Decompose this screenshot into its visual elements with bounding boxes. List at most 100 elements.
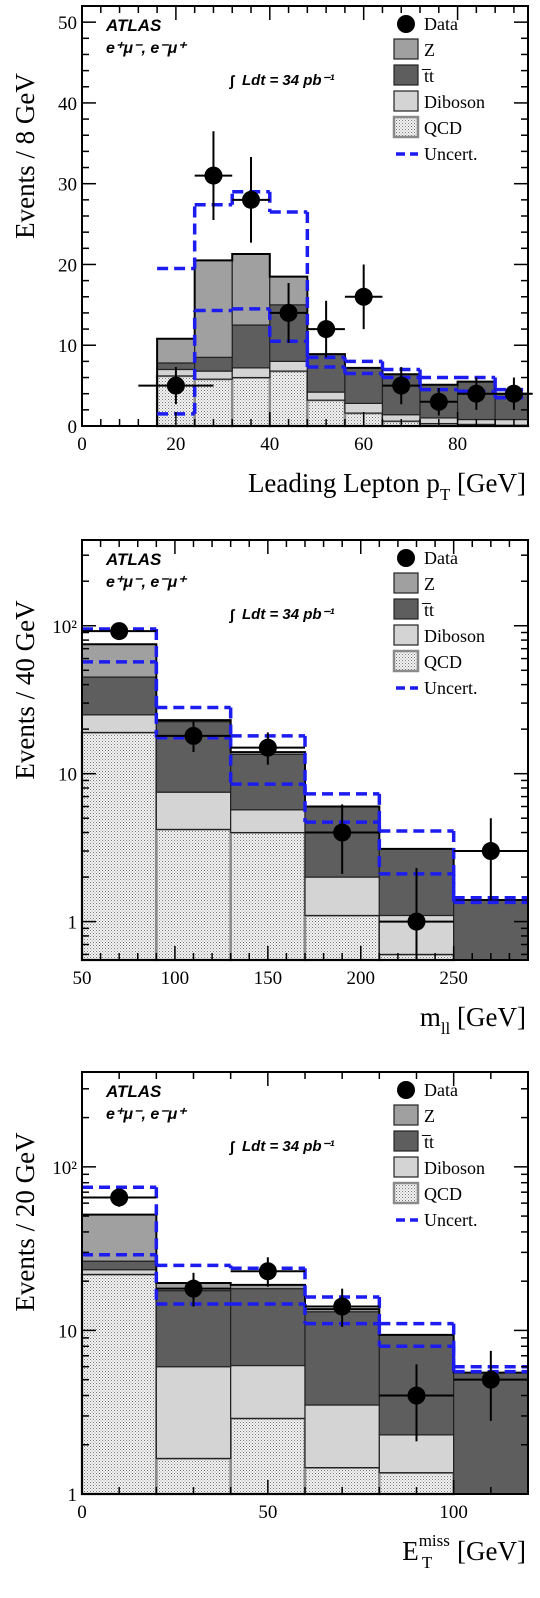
integral-sign: ∫ bbox=[229, 1139, 236, 1156]
hist-bar-diboson bbox=[306, 391, 346, 401]
legend-label: Diboson bbox=[424, 1158, 485, 1178]
data-point bbox=[166, 376, 185, 395]
y-tick-label: 30 bbox=[58, 175, 77, 196]
panel-met: 0 50 100 1 10 10² Events / 20 GeV Emiss T [GeV] A… bbox=[10, 1071, 529, 1572]
x-tick-label: 0 bbox=[77, 1502, 87, 1523]
legend-label: Diboson bbox=[424, 92, 485, 112]
data-point bbox=[429, 392, 448, 411]
hist-bar-tt bbox=[81, 676, 157, 716]
hist-bar-tt bbox=[194, 356, 233, 372]
y-tick-label: 10² bbox=[52, 1158, 77, 1179]
y-tick-label: 50 bbox=[58, 13, 77, 34]
data-point bbox=[504, 384, 523, 403]
hist-bar-diboson bbox=[194, 370, 233, 380]
legend-label: t̅t bbox=[421, 600, 434, 620]
hist-bar-qcd bbox=[230, 376, 272, 428]
hist-bar-diboson bbox=[230, 809, 306, 834]
data-point bbox=[279, 303, 298, 322]
luminosity-label: Ldt = 34 pb⁻¹ bbox=[242, 72, 335, 89]
data-point bbox=[407, 1386, 426, 1405]
hist-bar-diboson bbox=[155, 791, 232, 831]
y-axis-label: Events / 40 GeV bbox=[10, 600, 40, 780]
hist-bar-qcd bbox=[303, 914, 381, 962]
luminosity-label: Ldt = 34 pb⁻¹ bbox=[242, 1138, 335, 1155]
legend-marker-data bbox=[397, 15, 415, 33]
channel-label: e⁺μ⁻, e⁻μ⁺ bbox=[106, 574, 187, 591]
hist-bar-diboson bbox=[81, 1269, 157, 1276]
legend-swatch-tt bbox=[393, 1130, 419, 1152]
legend-label: Data bbox=[424, 548, 458, 568]
legend-swatch-tt bbox=[393, 598, 419, 620]
integral-sign: ∫ bbox=[229, 73, 236, 90]
data-point bbox=[317, 320, 336, 339]
legend-label: Uncert. bbox=[424, 1210, 477, 1230]
y-tick-label: 10 bbox=[58, 1321, 77, 1342]
legend-swatch-qcd bbox=[392, 649, 420, 673]
y-tick-label: 10 bbox=[58, 765, 77, 786]
legend-label: t̅t bbox=[421, 66, 434, 86]
legend-label: Z bbox=[424, 1106, 435, 1126]
hist-bar-diboson bbox=[231, 367, 271, 379]
hist-bar-diboson bbox=[494, 418, 529, 426]
legend-swatch-z bbox=[393, 1104, 419, 1126]
hist-bar-tt bbox=[453, 899, 529, 961]
hist-bar-tt bbox=[306, 353, 346, 393]
legend-swatch-diboson bbox=[393, 1156, 419, 1178]
legend-swatch-z bbox=[393, 38, 419, 60]
x-tick-label: 50 bbox=[73, 968, 92, 989]
legend-swatch-z bbox=[393, 572, 419, 594]
legend-label: Uncert. bbox=[424, 144, 477, 164]
y-axis-label: Events / 20 GeV bbox=[10, 1132, 40, 1312]
legend-label: Data bbox=[424, 14, 458, 34]
legend-label: Uncert. bbox=[424, 678, 477, 698]
hist-bar-qcd bbox=[268, 369, 309, 428]
x-axis-label: Leading Lepton pT [GeV] bbox=[248, 468, 526, 504]
x-axis-label: mll [GeV] bbox=[420, 1002, 526, 1038]
data-point bbox=[204, 166, 223, 185]
y-tick-label: 40 bbox=[58, 94, 77, 115]
data-point bbox=[258, 738, 277, 757]
legend-swatch-diboson bbox=[393, 90, 419, 112]
data-point bbox=[184, 1279, 203, 1298]
integral-sign: ∫ bbox=[229, 607, 236, 624]
hist-bar-diboson bbox=[269, 360, 308, 372]
y-tick-label: 0 bbox=[68, 417, 78, 438]
data-point bbox=[333, 823, 352, 842]
data-point bbox=[481, 842, 500, 861]
legend-label: Z bbox=[424, 40, 435, 60]
x-tick-label: 0 bbox=[77, 434, 87, 455]
legend-swatch-qcd bbox=[392, 115, 420, 139]
hist-bar-diboson bbox=[304, 876, 380, 917]
hist-bar-qcd bbox=[80, 1273, 158, 1496]
y-tick-label: 1 bbox=[68, 1485, 78, 1506]
x-tick-label: 40 bbox=[260, 434, 279, 455]
experiment-label: ATLAS bbox=[105, 16, 162, 35]
y-tick-label: 10² bbox=[52, 617, 77, 638]
legend-label: Data bbox=[424, 1080, 458, 1100]
luminosity-label: Ldt = 34 pb⁻¹ bbox=[242, 606, 335, 623]
y-tick-label: 10 bbox=[58, 336, 77, 357]
legend-swatch-qcd bbox=[392, 1181, 420, 1205]
legend-label: Diboson bbox=[424, 626, 485, 646]
hist-bar-diboson bbox=[304, 1404, 380, 1469]
hist-bar-diboson bbox=[81, 714, 157, 734]
x-tick-label: 80 bbox=[448, 434, 467, 455]
hist-bar-z bbox=[231, 253, 271, 326]
x-tick-label: 20 bbox=[166, 434, 185, 455]
legend-label: Z bbox=[424, 574, 435, 594]
x-tick-label: 100 bbox=[439, 1502, 468, 1523]
y-tick-label: 20 bbox=[58, 255, 77, 276]
hist-bar-tt bbox=[230, 1288, 306, 1367]
y-tick-label: 1 bbox=[68, 913, 78, 934]
data-point bbox=[481, 1370, 500, 1389]
x-tick-label: 150 bbox=[254, 968, 283, 989]
x-tick-label: 50 bbox=[258, 1502, 277, 1523]
hist-bar-diboson bbox=[344, 402, 384, 414]
data-point bbox=[392, 376, 411, 395]
data-point bbox=[258, 1262, 277, 1281]
channel-label: e⁺μ⁻, e⁻μ⁺ bbox=[106, 40, 187, 57]
x-tick-label: 200 bbox=[347, 968, 376, 989]
legend-marker-data bbox=[397, 549, 415, 567]
x-tick-label: 250 bbox=[439, 968, 468, 989]
